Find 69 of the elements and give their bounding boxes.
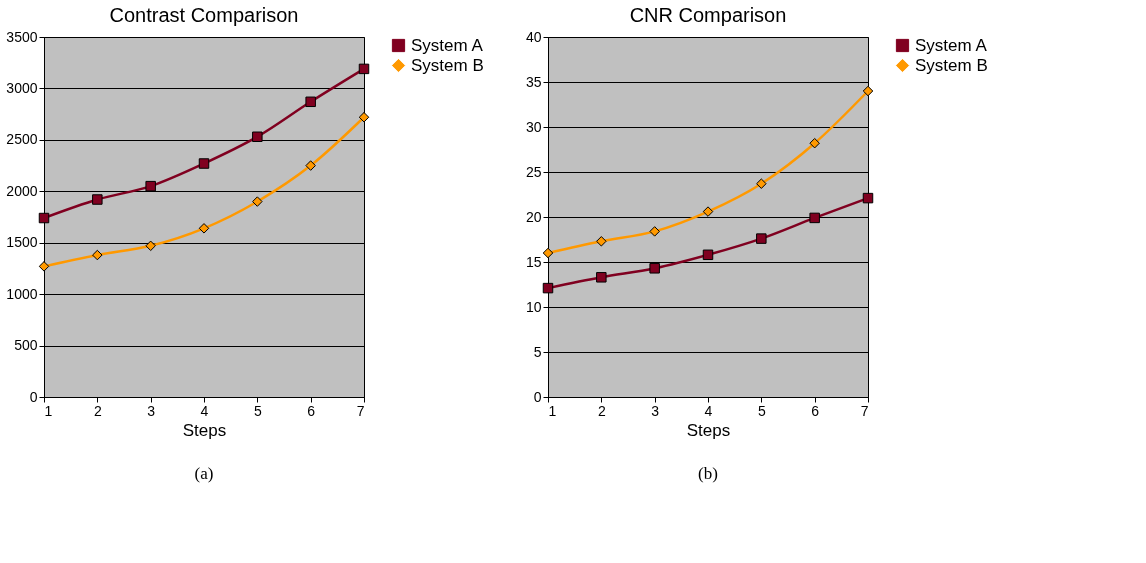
y-tick-label: 30 [525, 118, 542, 135]
point [542, 282, 554, 294]
point [305, 96, 316, 108]
legend-label: System A [411, 35, 484, 55]
y-tick-label: 1000 [6, 285, 38, 302]
x-tick-label: 1 [44, 402, 53, 419]
x-tick-label: 2 [597, 402, 606, 419]
point [809, 137, 820, 149]
chart-title: Contrast Comparison [109, 4, 299, 26]
point [862, 192, 874, 204]
x-tick-label: 7 [356, 402, 365, 419]
x-tick-label: 3 [147, 402, 156, 419]
x-tick-label: 5 [253, 402, 262, 419]
y-tick-label: 25 [525, 163, 542, 180]
point [305, 160, 316, 171]
point [252, 131, 263, 143]
legend-label: System B [411, 55, 484, 75]
y-tick-label: 1500 [6, 234, 38, 251]
point [358, 63, 370, 75]
y-tick-label: 2000 [6, 182, 38, 199]
y-tick-label: 2500 [6, 131, 38, 148]
y-tick-label: 500 [14, 337, 38, 354]
point [38, 212, 50, 224]
point [92, 249, 103, 261]
y-tick-label: 0 [533, 388, 542, 405]
x-tick-label: 1 [548, 402, 557, 419]
point [198, 223, 210, 234]
chart-title: CNR Comparison [629, 4, 787, 26]
y-tick-label: 3000 [6, 79, 38, 96]
point [649, 226, 660, 237]
point [862, 85, 874, 97]
point [809, 212, 820, 224]
y-tick-label: 0 [29, 388, 38, 405]
y-tick-label: 15 [525, 253, 542, 270]
legend-label: System A [915, 35, 988, 55]
point [92, 194, 103, 205]
x-axis-title: Steps [182, 420, 227, 440]
y-tick-label: 20 [525, 208, 542, 225]
x-tick-label: 6 [811, 402, 820, 419]
x-axis-title: Steps [686, 420, 731, 440]
point [596, 272, 607, 283]
point [198, 158, 210, 169]
point [649, 263, 660, 274]
x-tick-label: 7 [860, 402, 869, 419]
point [252, 196, 263, 207]
x-tick-label: 5 [757, 402, 766, 419]
y-tick-label: 40 [525, 28, 542, 45]
point [542, 247, 554, 259]
x-tick-label: 4 [704, 402, 713, 419]
y-tick-label: 35 [525, 73, 542, 90]
point [702, 249, 714, 261]
y-tick-label: 5 [533, 343, 542, 360]
point [145, 180, 156, 192]
legend-label: System B [915, 55, 988, 75]
y-tick-label: 10 [525, 298, 542, 315]
point [38, 261, 50, 272]
point [756, 178, 767, 189]
point [702, 206, 714, 217]
x-tick-label: 3 [651, 402, 660, 419]
point [596, 236, 607, 247]
point [756, 233, 767, 244]
y-tick-label: 3500 [6, 28, 38, 45]
text: (b) [698, 464, 718, 483]
point [358, 111, 370, 123]
text: (a) [194, 464, 214, 483]
point [145, 240, 156, 252]
x-tick-label: 4 [200, 402, 209, 419]
x-tick-label: 2 [93, 402, 102, 419]
x-tick-label: 6 [307, 402, 316, 419]
